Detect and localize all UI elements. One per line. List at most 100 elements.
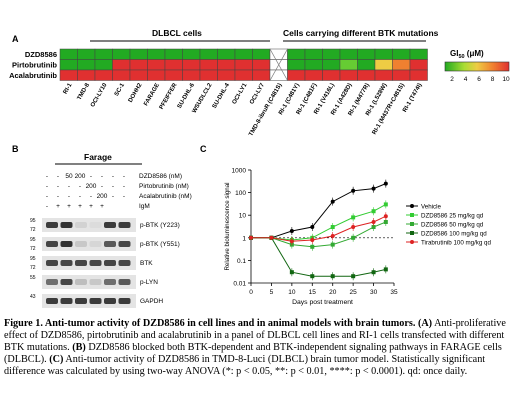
heatmap-cell	[94, 59, 113, 71]
series-line	[251, 237, 386, 277]
blot-band	[46, 260, 58, 266]
heatmap-cell	[164, 48, 183, 60]
x-axis-title: Days post treatment	[292, 299, 353, 306]
blot-band	[118, 279, 131, 285]
blot-band	[104, 260, 116, 266]
heatmap-cell	[287, 69, 306, 81]
heatmap-cell	[217, 48, 236, 60]
x-tick-label: 10	[288, 289, 296, 296]
blot-band	[104, 298, 116, 304]
x-tick-label: 35	[390, 289, 398, 296]
heatmap-cell	[147, 59, 166, 71]
heatmap-column-label: FARAGE	[143, 83, 161, 108]
heatmap-cell	[374, 69, 393, 81]
treatment-value: -	[57, 173, 59, 180]
x-tick-label: 20	[329, 289, 337, 296]
caption-a-text: Anti-proliferative effect of DZD8586, pi…	[4, 318, 506, 353]
treatment-label: IgM	[139, 203, 150, 210]
heatmap-cell	[129, 59, 148, 71]
treatment-value: 200	[75, 173, 86, 180]
legend-tick-label: 4	[464, 76, 468, 83]
legend-marker	[410, 240, 414, 244]
y-axis-title: Relative bioluminescence signal	[224, 182, 231, 270]
group2-title: Cells carrying different BTK mutations	[283, 28, 439, 38]
data-point	[310, 237, 315, 242]
series-line	[251, 215, 387, 242]
na-cross	[269, 48, 288, 81]
mw-marker: 72	[30, 227, 36, 233]
heatmap-cell	[322, 59, 341, 71]
data-point	[310, 225, 315, 230]
caption-title: Figure 1. Anti-tumor activity of DZD8586…	[4, 318, 416, 329]
legend-marker	[410, 204, 414, 208]
data-point	[330, 225, 335, 230]
legend-label: DZD8586 100 mg/kg qd	[421, 231, 487, 238]
treatment-value: +	[67, 203, 71, 210]
blot-membrane	[42, 256, 136, 270]
heatmap-column-label: DOHH2	[128, 82, 144, 104]
heatmap-cell	[199, 69, 218, 81]
data-point	[289, 270, 294, 275]
heatmap-cell	[94, 48, 113, 60]
blot-band	[46, 298, 58, 304]
figure-caption: Figure 1. Anti-tumor activity of DZD8586…	[4, 318, 516, 378]
heatmap-cell	[234, 59, 253, 71]
data-point	[383, 202, 388, 207]
data-point	[330, 199, 335, 204]
heatmap-cell	[59, 48, 78, 60]
x-tick-label: 25	[350, 289, 358, 296]
blot-label: p-BTK (Y223)	[140, 222, 180, 229]
blot-band	[60, 279, 73, 285]
heatmap-cell	[357, 48, 376, 60]
heatmap-cell	[339, 48, 358, 60]
mw-marker: 43	[30, 294, 36, 300]
caption-b-text: DZD8586 blocked both BTK-dependent and B…	[4, 342, 502, 365]
heatmap-cell	[357, 59, 376, 71]
heatmap-row-label: DZD8586	[25, 50, 57, 59]
blot-band	[46, 279, 58, 285]
blot-band	[75, 260, 87, 266]
heatmap-column-label: SU-DHL-4	[212, 82, 232, 110]
blot-membrane	[42, 275, 136, 289]
heatmap-cell	[252, 69, 271, 81]
blot-label: p-BTK (Y551)	[140, 241, 180, 248]
legend-tick-label: 10	[502, 76, 510, 83]
treatment-value: -	[112, 193, 114, 200]
blot-band	[118, 298, 131, 304]
treatment-value: -	[101, 183, 103, 190]
treatment-value: -	[79, 193, 81, 200]
heatmap-cell	[59, 69, 78, 81]
data-point	[383, 214, 388, 219]
treatment-value: -	[46, 173, 48, 180]
blot-band	[89, 279, 102, 285]
blot-band	[118, 260, 131, 266]
data-point	[383, 181, 388, 186]
x-tick-label: 5	[270, 289, 274, 296]
treatment-value: 50	[65, 173, 73, 180]
heatmap-cell	[234, 69, 253, 81]
blot-band	[118, 241, 131, 247]
treatment-value: -	[90, 173, 92, 180]
data-point	[330, 242, 335, 247]
heatmap-legend: GI50 (μM) 2 4 6 8 10	[444, 49, 510, 83]
mw-marker: 95	[30, 256, 36, 262]
treatment-value: 200	[86, 183, 97, 190]
treatment-value: +	[100, 203, 104, 210]
heatmap-cell	[234, 48, 253, 60]
treatment-value: -	[123, 193, 125, 200]
panel-b-letter: B	[12, 144, 19, 154]
blot-membrane	[42, 294, 136, 308]
heatmap-cell	[287, 59, 306, 71]
series-line	[251, 221, 387, 248]
legend-title: GI50 (μM)	[450, 49, 484, 60]
legend-marker	[410, 231, 414, 235]
heatmap-cell	[252, 59, 271, 71]
treatment-value: -	[46, 193, 48, 200]
x-tick-label: 0	[249, 289, 253, 296]
legend-label: Tirabrutinib 100 mg/kg qd	[421, 240, 491, 247]
legend-gradient	[444, 61, 510, 72]
legend-label: Vehicle	[421, 204, 442, 211]
heatmap-cell	[409, 69, 428, 81]
heatmap-cell	[374, 48, 393, 60]
